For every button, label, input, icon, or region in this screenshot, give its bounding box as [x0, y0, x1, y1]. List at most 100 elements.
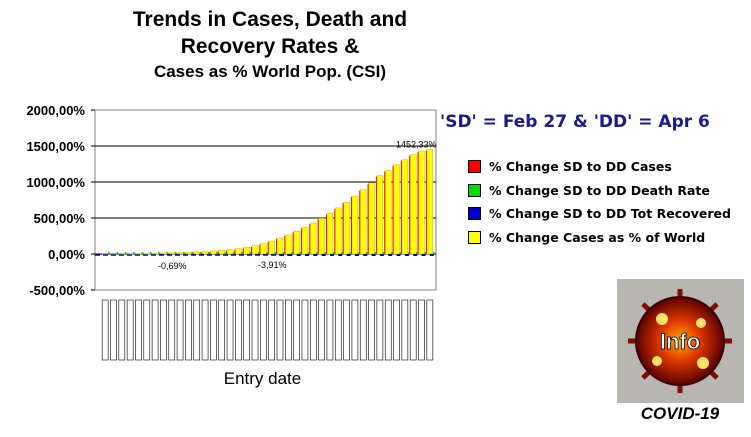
- bar-death-rate: [224, 252, 227, 255]
- x-tick-label: [326, 299, 334, 361]
- x-tick-label: [235, 299, 242, 361]
- y-tick-label: 1000,00%: [26, 175, 85, 190]
- x-tick-label: [193, 299, 201, 361]
- bar-cases-pct-world: [226, 249, 234, 255]
- chart-subtitle: Cases as % World Pop. (CSI): [153, 62, 387, 81]
- y-tick-label: 1500,00%: [26, 139, 85, 154]
- legend-item: % Change SD to DD Tot Recovered: [468, 202, 731, 226]
- bar-cases-pct-world: [426, 149, 434, 255]
- legend-swatch: [468, 207, 481, 221]
- bar-death-rate: [282, 252, 285, 255]
- data-label: -3,91%: [258, 260, 287, 270]
- bar-death-rate: [391, 252, 393, 255]
- x-tick-label: [218, 299, 226, 361]
- x-tick-label: [160, 299, 167, 361]
- x-tick-label: [285, 299, 292, 361]
- bar-cases-pct-world: [393, 164, 400, 255]
- legend-label: % Change SD to DD Tot Recovered: [489, 206, 731, 222]
- bar-cases-pct-world: [160, 252, 167, 255]
- bar-cases-pct-world: [210, 250, 217, 255]
- bar-death-rate: [332, 252, 335, 255]
- bar-cases-pct-world: [260, 243, 267, 255]
- date-range-note: 'SD' = Feb 27 & 'DD' = Apr 6: [440, 112, 710, 132]
- bar-cases-pct-world: [310, 222, 317, 255]
- bar-death-rate: [158, 252, 160, 255]
- x-tick-label: [301, 299, 309, 361]
- bar-death-rate: [307, 252, 310, 255]
- bar-death-rate: [191, 252, 193, 255]
- x-axis-title: Entry date: [223, 369, 302, 388]
- logo-caption: COVID-19: [640, 404, 720, 423]
- bar-death-rate: [366, 252, 368, 255]
- x-tick-label: [318, 299, 325, 361]
- x-tick-label: [359, 299, 367, 361]
- bar-cases-pct-world: [326, 213, 334, 255]
- bar-cases-pct-world: [285, 234, 292, 255]
- bar-cases-pct-world: [418, 150, 425, 255]
- bar-death-rate: [349, 252, 352, 255]
- bar-cases-pct-world: [301, 227, 309, 255]
- bar-cases-pct-world: [376, 175, 384, 255]
- x-tick-label: [185, 299, 192, 361]
- bar-death-rate: [424, 252, 427, 255]
- x-tick-label: [251, 299, 259, 361]
- legend-swatch: [468, 183, 481, 197]
- x-tick-label: [243, 299, 250, 361]
- x-tick-label: [260, 299, 267, 361]
- x-tick-label: [101, 299, 109, 361]
- y-tick-label: 0,00%: [48, 247, 85, 262]
- bar-death-rate: [208, 252, 210, 255]
- y-tick-label: -500,00%: [29, 283, 85, 298]
- bar-death-rate: [216, 252, 218, 255]
- bar-cases-pct-world: [185, 251, 192, 255]
- bar-cases-pct-world: [235, 248, 242, 255]
- x-tick-label: [376, 299, 384, 361]
- bar-death-rate: [108, 252, 110, 255]
- x-tick-label: [276, 299, 284, 361]
- x-tick-label: [201, 299, 209, 361]
- x-tick-label: [126, 299, 134, 361]
- x-tick-label: [143, 299, 151, 361]
- bar-death-rate: [316, 252, 318, 255]
- data-label: -0,69%: [158, 261, 187, 271]
- virus-icon: Info: [628, 289, 732, 393]
- x-tick-label: [384, 299, 392, 361]
- bar-death-rate: [233, 252, 235, 255]
- x-tick-label: [135, 299, 142, 361]
- y-tick-label: 2000,00%: [26, 103, 85, 118]
- legend-label: % Change SD to DD Death Rate: [489, 182, 710, 198]
- bar-cases-pct-world: [401, 159, 409, 255]
- bar-death-rate: [258, 252, 260, 255]
- bar-cases-pct-world: [176, 252, 184, 255]
- bar-cases-pct-world: [335, 207, 342, 255]
- bar-cases-pct-world: [318, 218, 325, 255]
- chart-title: Trends in Cases, Death and Recovery Rate…: [60, 6, 480, 60]
- chart-title-line1: Trends in Cases, Death and: [132, 8, 408, 31]
- x-tick-label: [226, 299, 234, 361]
- chart-legend: % Change SD to DD Cases % Change SD to DD…: [468, 155, 731, 249]
- logo-text: Info: [660, 329, 700, 354]
- x-tick-label: [151, 299, 159, 361]
- bar-death-rate: [183, 252, 185, 255]
- bar-death-rate: [166, 252, 168, 255]
- bar-death-rate: [299, 252, 302, 255]
- x-tick-label: [393, 299, 400, 361]
- bar-cases-pct-world: [218, 250, 225, 255]
- bar-death-rate: [266, 252, 268, 255]
- bar-cases-pct-world: [368, 182, 375, 255]
- x-tick-label: [343, 299, 350, 361]
- bar-death-rate: [274, 252, 277, 255]
- legend-label: % Change Cases as % of World: [489, 229, 706, 245]
- bar-death-rate: [141, 252, 143, 255]
- bar-cases-pct-world: [385, 170, 392, 255]
- x-tick-label: [409, 299, 417, 361]
- bar-death-rate: [432, 252, 435, 255]
- x-tick-label: [309, 299, 317, 361]
- bar-cases-pct-world: [168, 252, 175, 255]
- bar-death-rate: [357, 252, 360, 255]
- bar-cases-pct-world: [293, 231, 300, 255]
- bar-death-rate: [249, 252, 252, 255]
- legend-swatch: [468, 160, 481, 174]
- x-tick-label: [418, 299, 425, 361]
